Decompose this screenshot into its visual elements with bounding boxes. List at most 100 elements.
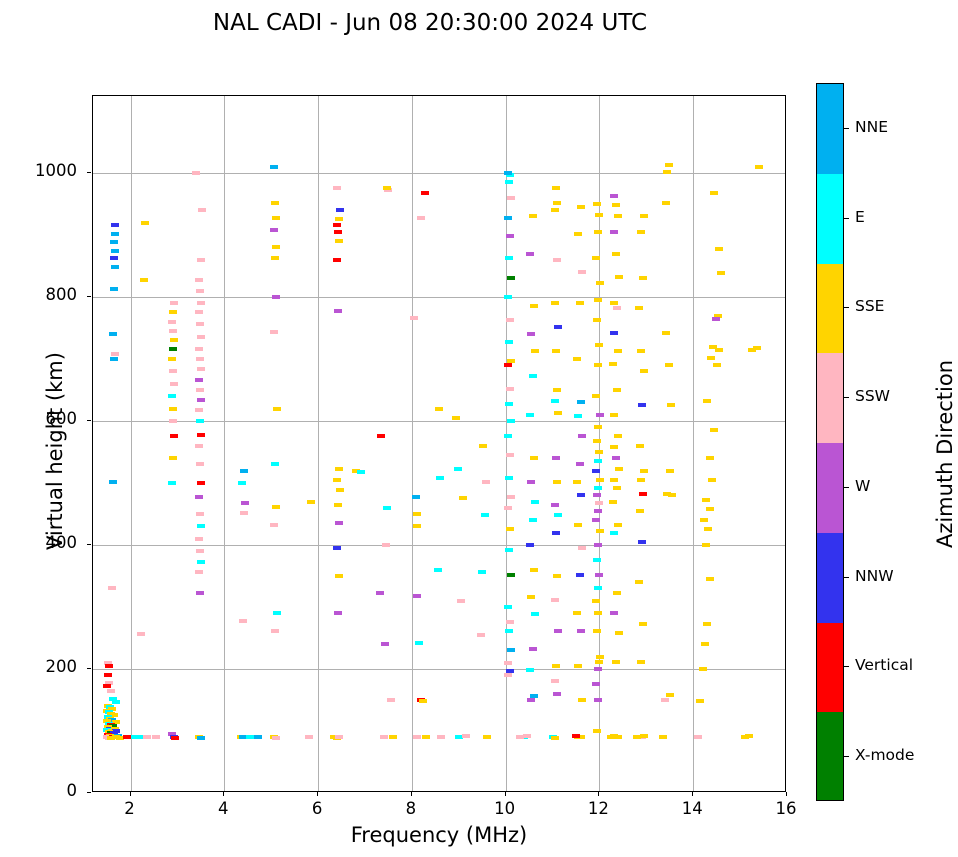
echo-marker [572,356,581,361]
echo-marker [526,251,535,256]
echo-marker [152,735,161,740]
echo-marker [503,434,512,439]
echo-marker [704,527,713,532]
echo-marker [334,521,343,526]
y-tick [87,419,91,421]
echo-marker [104,660,112,665]
echo-marker [610,530,619,535]
echo-marker [593,363,602,368]
echo-marker [515,735,524,740]
echo-marker [607,735,616,740]
y-tick [87,295,91,297]
echo-marker [239,510,248,515]
echo-marker [507,359,516,364]
echo-marker [421,735,430,740]
echo-marker [196,432,205,437]
echo-marker [574,231,583,236]
y-tick [87,171,91,173]
x-tick-label: 8 [405,799,417,818]
echo-marker [552,456,561,461]
echo-marker [111,720,120,725]
echo-marker [550,597,559,602]
echo-marker [332,185,341,190]
x-tick [223,792,225,796]
echo-marker [109,712,118,717]
echo-marker [611,251,620,256]
colorbar-segment-sse[interactable] [817,263,843,354]
colorbar-segment-nnw[interactable] [817,532,843,623]
echo-marker [506,527,515,532]
echo-marker [593,666,602,671]
echo-marker [593,508,602,513]
echo-marker [109,356,118,361]
echo-marker [527,332,536,337]
x-tick-label: 14 [681,799,703,818]
echo-marker [239,735,248,740]
colorbar-segment-nne[interactable] [817,84,843,174]
x-tick [410,792,412,796]
echo-marker [530,499,539,504]
echo-marker [110,222,119,227]
echo-marker [196,334,205,339]
colorbar-tick [844,307,849,309]
colorbar-segment-x-mode[interactable] [817,712,843,800]
colorbar-segment-ssw[interactable] [817,353,843,443]
echo-marker [596,529,605,534]
echo-marker [482,735,491,740]
echo-marker [550,679,559,684]
echo-marker [609,477,618,482]
echo-marker [574,413,583,418]
echo-marker [595,572,604,577]
echo-marker [196,480,205,485]
echo-marker [270,523,278,528]
echo-marker [169,433,178,438]
echo-marker [194,570,203,575]
echo-marker [109,287,118,292]
echo-marker [593,459,602,464]
echo-marker [107,717,116,722]
echo-marker [351,468,360,473]
echo-marker [615,467,624,472]
echo-marker [595,213,604,218]
colorbar-tick [844,217,849,219]
echo-marker [639,468,648,473]
colorbar-segment-vertical[interactable] [817,622,843,713]
echo-marker [595,500,604,505]
echo-marker [638,276,647,281]
echo-marker [194,407,203,412]
colorbar-segment-w[interactable] [817,443,843,533]
echo-marker [240,500,249,505]
echo-marker [527,479,536,484]
ionogram-plot-area [92,95,786,792]
echo-marker [116,736,125,741]
echo-marker [196,257,205,262]
echo-marker [522,733,531,738]
echo-marker [507,572,516,577]
echo-marker [452,415,461,420]
echo-marker [194,277,203,282]
echo-marker [635,580,644,585]
echo-marker [168,418,177,423]
echo-marker [593,229,602,234]
echo-marker [506,453,515,458]
echo-marker [595,343,604,348]
echo-marker [270,256,279,261]
echo-marker [375,591,384,596]
echo-marker [270,329,278,334]
echo-marker [572,479,581,484]
gridline-vertical [224,96,226,791]
echo-marker [194,443,203,448]
echo-marker [333,229,342,234]
colorbar[interactable] [816,83,844,801]
echo-marker [196,736,205,741]
echo-marker [700,642,709,647]
echo-marker [636,659,645,664]
echo-marker [357,469,366,474]
echo-marker [194,494,203,499]
echo-marker [664,363,673,368]
echo-marker [333,308,342,313]
echo-marker [529,456,538,461]
colorbar-segment-e[interactable] [817,173,843,264]
echo-marker [168,406,177,411]
echo-marker [703,399,712,404]
